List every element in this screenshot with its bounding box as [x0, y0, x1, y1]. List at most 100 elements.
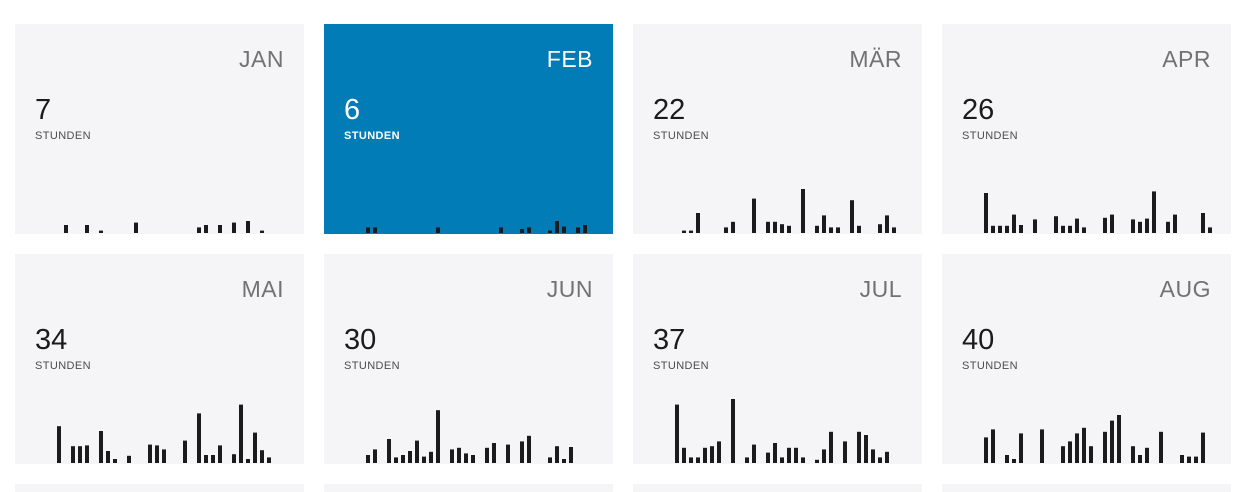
hours-value: 22 — [653, 94, 686, 126]
month-card-jun[interactable]: JUN 30 STUNDEN — [324, 254, 613, 464]
daily-hours-bar — [857, 431, 861, 463]
daily-hours-bar — [267, 457, 271, 463]
daily-hours-bar — [857, 225, 861, 233]
month-card-jan[interactable]: JAN 7 STUNDEN — [15, 24, 304, 234]
daily-hours-bar — [1166, 221, 1170, 233]
daily-hours-bar — [436, 410, 440, 463]
daily-hours-bar — [864, 435, 868, 463]
daily-hours-bar — [218, 225, 222, 233]
daily-hours-bar — [998, 225, 1002, 233]
daily-hours-bar — [1187, 456, 1191, 463]
daily-hours-bar — [85, 225, 89, 233]
daily-hours-bar — [366, 227, 370, 233]
daily-hours-bar — [822, 215, 826, 233]
daily-hours-bar — [984, 193, 988, 233]
hours-value: 6 — [344, 94, 361, 126]
daily-hours-bar — [113, 459, 117, 463]
daily-hours-bar — [1117, 415, 1121, 463]
daily-hours-bar — [787, 225, 791, 233]
daily-hours-bar — [1075, 433, 1079, 463]
daily-hours-bar — [183, 440, 187, 463]
daily-hours-bar — [1131, 219, 1135, 233]
month-label: JUN — [546, 276, 593, 302]
daily-hours-bar — [801, 457, 805, 463]
daily-hours-bar — [457, 447, 461, 463]
month-card-apr[interactable]: APR 26 STUNDEN — [942, 24, 1231, 234]
hours-unit-label: STUNDEN — [35, 130, 91, 142]
daily-hours-bar — [1040, 429, 1044, 463]
daily-hours-bar — [422, 456, 426, 463]
daily-hours-bar — [1082, 227, 1086, 233]
daily-hours-bar — [387, 439, 391, 463]
daily-hours-bar — [731, 221, 735, 233]
daily-hours-bar — [57, 426, 61, 463]
daily-hours-bar — [1103, 217, 1107, 233]
month-card-feb[interactable]: FEB 6 STUNDEN — [324, 24, 613, 234]
daily-hours-bar — [562, 226, 566, 233]
daily-hours-bar — [471, 455, 475, 463]
month-card-jul[interactable]: JUL 37 STUNDEN — [633, 254, 922, 464]
daily-hours-bar — [64, 225, 68, 233]
daily-hours-bar — [85, 445, 89, 463]
daily-hours-bar — [197, 413, 201, 463]
daily-hours-bar — [878, 224, 882, 233]
hours-unit-label: STUNDEN — [35, 360, 91, 372]
daily-hours-bar — [576, 227, 580, 233]
daily-hours-bar — [401, 455, 405, 463]
daily-hours-bar — [548, 230, 552, 233]
daily-hours-bar — [1145, 218, 1149, 233]
daily-hours-bar — [878, 457, 882, 463]
daily-hours-bar — [162, 449, 166, 463]
daily-hours-bar — [710, 446, 714, 463]
daily-hours-bar — [373, 449, 377, 463]
daily-hours-bar — [99, 431, 103, 463]
month-label: JUL — [859, 276, 902, 302]
hours-unit-label: STUNDEN — [344, 130, 400, 142]
daily-hours-bar — [520, 229, 524, 233]
daily-hours-bar — [134, 222, 138, 233]
daily-hours-bar — [724, 227, 728, 233]
hours-value: 34 — [35, 324, 68, 356]
daily-hours-bar — [408, 451, 412, 463]
daily-hours-bar — [1005, 455, 1009, 463]
daily-hours-bar — [232, 454, 236, 463]
daily-hours-bar-chart — [984, 415, 1205, 463]
month-label: JAN — [239, 46, 284, 72]
month-label: FEB — [546, 46, 593, 72]
hours-unit-label: STUNDEN — [653, 130, 709, 142]
daily-hours-bar — [991, 429, 995, 463]
daily-hours-bar — [696, 457, 700, 463]
daily-hours-bar — [218, 445, 222, 463]
daily-hours-bar — [1131, 446, 1135, 463]
daily-hours-bar — [204, 455, 208, 463]
daily-hours-bar — [703, 447, 707, 463]
daily-hours-bar — [1138, 221, 1142, 233]
daily-hours-bar-chart — [675, 399, 889, 463]
month-label: APR — [1162, 46, 1211, 72]
daily-hours-bar — [555, 221, 559, 233]
month-card-next-row[interactable] — [15, 484, 304, 492]
month-card-next-row[interactable] — [942, 484, 1231, 492]
daily-hours-bar — [1110, 420, 1114, 463]
daily-hours-bar — [689, 457, 693, 463]
month-card-mai[interactable]: MAI 34 STUNDEN — [15, 254, 304, 464]
month-card-aug[interactable]: AUG 40 STUNDEN — [942, 254, 1231, 464]
daily-hours-bar — [1033, 219, 1037, 233]
daily-hours-bar — [1173, 214, 1177, 233]
daily-hours-bar — [1061, 446, 1065, 463]
daily-hours-bar — [1005, 225, 1009, 233]
daily-hours-bar — [731, 399, 735, 463]
daily-hours-bar — [1054, 216, 1058, 233]
month-card-next-row[interactable] — [633, 484, 922, 492]
month-label: MAI — [241, 276, 284, 302]
daily-hours-bar — [436, 227, 440, 233]
month-card-next-row[interactable] — [324, 484, 613, 492]
daily-hours-bar — [506, 444, 510, 463]
daily-hours-bar — [885, 215, 889, 233]
month-card-maer[interactable]: MÄR 22 STUNDEN — [633, 24, 922, 234]
daily-hours-bar — [984, 437, 988, 463]
daily-hours-bar — [1061, 225, 1065, 233]
daily-hours-bar — [773, 221, 777, 233]
daily-hours-bar — [148, 444, 152, 463]
